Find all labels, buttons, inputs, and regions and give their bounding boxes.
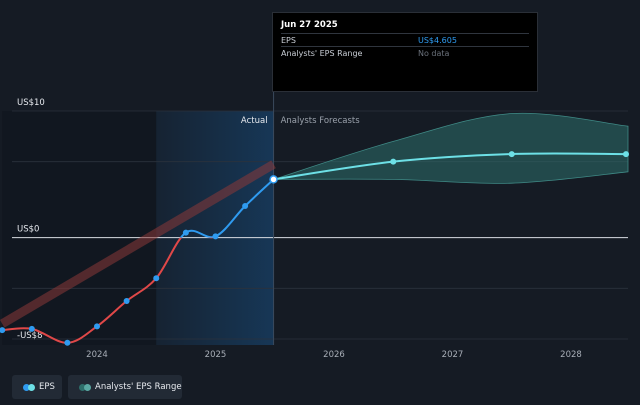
legend-range[interactable]: Analysts' EPS Range xyxy=(68,375,182,399)
actual-period-band xyxy=(156,111,274,345)
tooltip: Jun 27 2025 EPS US$4.605 Analysts' EPS R… xyxy=(272,12,538,92)
eps-line-negative xyxy=(2,237,215,344)
eps-point-1 xyxy=(28,325,35,332)
eps-point-5 xyxy=(153,275,160,282)
eps-point-7 xyxy=(212,233,219,240)
legend-eps-label: EPS xyxy=(39,382,55,392)
tooltip-range-value: No data xyxy=(418,49,450,58)
forecast-point-2 xyxy=(508,151,515,158)
tooltip-row-range: Analysts' EPS Range No data xyxy=(281,46,529,60)
eps-forecast-swatch-icon xyxy=(28,384,35,391)
eps-current-point xyxy=(269,175,278,184)
x-tick-label-0: 2024 xyxy=(86,350,108,360)
trend-band xyxy=(0,160,276,328)
x-tick-label-3: 2027 xyxy=(442,350,464,360)
eps-point-6 xyxy=(182,229,189,236)
range-swatch-icon-2 xyxy=(84,384,91,391)
tooltip-row-eps: EPS US$4.605 xyxy=(281,33,529,47)
x-tick-label-2: 2026 xyxy=(323,350,345,360)
tooltip-range-label: Analysts' EPS Range xyxy=(281,49,363,58)
eps-point-4 xyxy=(123,298,130,304)
legend-range-label: Analysts' EPS Range xyxy=(95,382,182,392)
eps-point-8 xyxy=(242,203,249,209)
y-tick-label-0: US$10 xyxy=(17,98,45,108)
actual-label: Actual xyxy=(241,116,268,126)
forecast-line xyxy=(273,152,627,181)
tooltip-date: Jun 27 2025 xyxy=(281,20,338,30)
forecast-point-3 xyxy=(623,151,629,158)
legend-eps[interactable]: EPS xyxy=(12,375,62,399)
eps-line-positive xyxy=(179,178,275,238)
eps-chart: US$10 US$0 -US$8 2024 2025 2026 2027 2028 Actual… xyxy=(0,12,629,360)
eps-swatch-icon xyxy=(23,384,30,391)
forecast-label: Analysts Forecasts xyxy=(281,116,361,126)
y-tick-label-2: -US$8 xyxy=(17,331,43,341)
range-swatch-icon xyxy=(79,384,86,391)
y-tick-label-1: US$0 xyxy=(17,225,39,235)
forecast-point-1 xyxy=(390,158,397,165)
tooltip-eps-value: US$4.605 xyxy=(418,36,457,45)
x-tick-label-4: 2028 xyxy=(560,350,582,360)
tooltip-eps-label: EPS xyxy=(281,36,296,45)
eps-point-0 xyxy=(0,327,6,334)
eps-point-2 xyxy=(64,339,71,346)
x-tick-label-1: 2025 xyxy=(205,350,227,360)
eps-point-3 xyxy=(94,323,100,330)
